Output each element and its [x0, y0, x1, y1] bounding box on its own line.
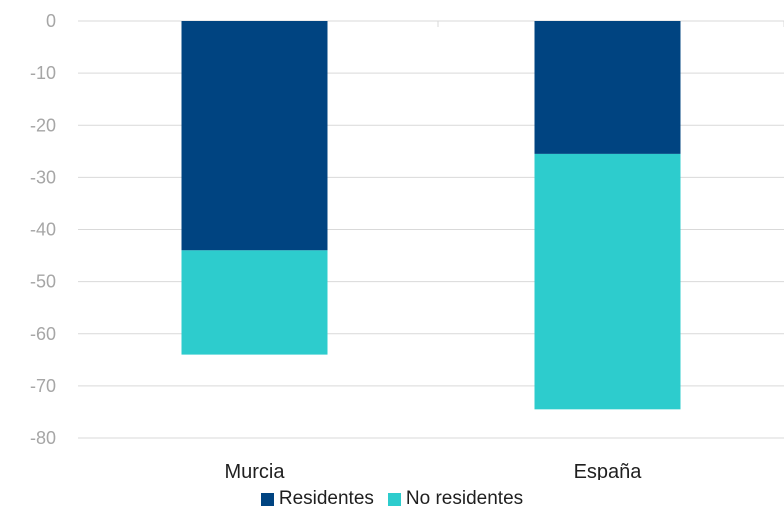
y-tick-label: -40 — [30, 220, 56, 240]
bars — [181, 21, 681, 410]
bar-residentes-1 — [534, 21, 681, 154]
y-axis-ticks: 0 -10 -20 -30 -40 -50 -60 -70 -80 — [30, 11, 56, 448]
legend: Residentes No residentes — [0, 488, 784, 510]
y-tick-label: -20 — [30, 115, 56, 135]
legend-item-no-residentes: No residentes — [387, 488, 524, 510]
bar-no-residentes-1 — [534, 153, 681, 410]
y-tick-label: -80 — [30, 428, 56, 448]
y-tick-label: -50 — [30, 272, 56, 292]
stacked-bar-chart: 0 -10 -20 -30 -40 -50 -60 -70 -80 Murcia España — [30, 11, 784, 480]
legend-swatch-residentes — [260, 492, 274, 506]
legend-item-residentes: Residentes — [260, 488, 374, 510]
y-tick-label: 0 — [46, 11, 56, 31]
y-tick-label: -60 — [30, 324, 56, 344]
x-category-label: Murcia — [224, 461, 285, 480]
x-category-label: España — [574, 461, 643, 480]
y-tick-label: -70 — [30, 376, 56, 396]
legend-swatch-no-residentes — [387, 492, 401, 506]
y-tick-label: -10 — [30, 63, 56, 83]
bar-no-residentes-0 — [181, 250, 328, 355]
bar-residentes-0 — [181, 21, 328, 251]
y-tick-label: -30 — [30, 167, 56, 187]
x-axis-labels: Murcia España — [224, 461, 642, 480]
legend-label-residentes: Residentes — [278, 488, 374, 509]
legend-label-no-residentes: No residentes — [405, 488, 524, 509]
